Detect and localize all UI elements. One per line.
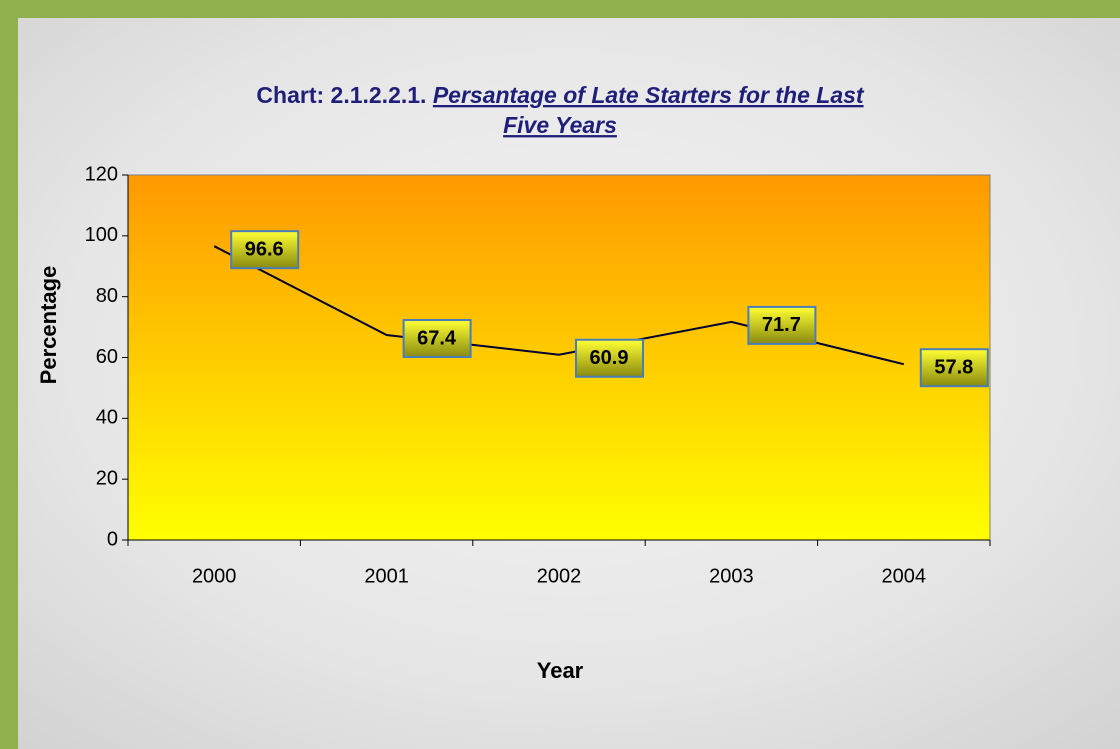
chart-title-text: Five Years [503,112,617,138]
x-tick-label: 2004 [882,565,927,587]
y-axis-label: Percentage [36,266,61,385]
chart-title-text: Persantage of Late Starters for the Last [433,82,865,108]
x-tick-label: 2000 [192,565,237,587]
x-tick-label: 2002 [537,565,582,587]
y-tick-label: 0 [107,528,118,550]
y-tick-label: 80 [96,285,118,307]
chart-title: Chart: 2.1.2.2.1. Persantage of Late Sta… [256,82,864,108]
x-tick-label: 2001 [364,565,409,587]
data-label: 71.7 [762,314,801,336]
data-label-box [402,318,472,358]
data-label: 67.4 [417,327,457,349]
data-label-box [230,230,300,270]
y-tick-label: 120 [85,163,118,185]
data-label: 60.9 [590,347,629,369]
y-tick-label: 40 [96,407,118,429]
y-tick-label: 20 [96,467,118,489]
data-label-box [919,348,989,388]
data-label-box [747,305,817,345]
y-tick-label: 60 [96,346,118,368]
y-tick-label: 100 [85,224,118,246]
plot-area [127,174,991,541]
data-label-box [575,338,644,378]
x-tick-label: 2003 [709,565,754,587]
x-axis-label: Year [537,658,584,683]
data-label: 96.6 [245,238,284,260]
data-label: 57.8 [934,356,973,378]
